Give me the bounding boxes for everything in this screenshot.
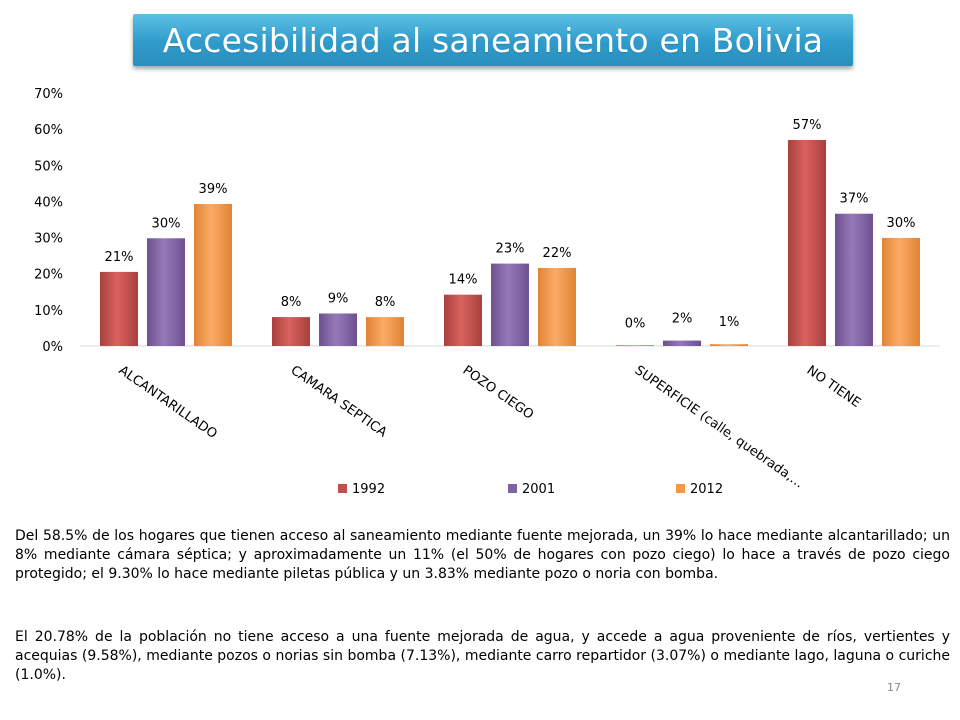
bar-2012-0 [194, 203, 232, 346]
y-tick-label: 20% [34, 268, 63, 283]
bar-2001-4 [835, 213, 873, 346]
bar-1992-4 [788, 139, 826, 346]
data-label: 14% [449, 273, 478, 288]
y-tick-label: 60% [34, 123, 63, 138]
legend-label: 2001 [522, 482, 555, 497]
slide-number: 17 [887, 681, 901, 694]
bar-2001-1 [319, 313, 357, 346]
data-label: 22% [543, 246, 572, 261]
legend-label: 1992 [352, 482, 385, 497]
bar-2012-4 [882, 237, 920, 346]
data-label: 37% [840, 192, 869, 207]
data-label: 39% [199, 182, 228, 197]
bar-1992-0 [100, 271, 138, 346]
data-label: 57% [793, 118, 822, 133]
category-label: CAMARA SEPTICA [288, 363, 390, 441]
y-tick-label: 70% [34, 87, 63, 102]
legend: 1992 2001 2012 [338, 482, 723, 497]
y-tick-label: 10% [34, 304, 63, 319]
data-label: 2% [672, 312, 693, 327]
bar-2001-3 [663, 340, 701, 346]
slide-title: Accesibilidad al saneamiento en Bolivia [162, 20, 824, 60]
data-label: 1% [719, 315, 740, 330]
category-label: SUPERFICIE (calle, quebrada,… [632, 363, 806, 491]
data-label: 0% [625, 316, 646, 331]
x-axis-categories: ALCANTARILLADO CAMARA SEPTICA POZO CIEGO SU… [116, 363, 863, 491]
bar-1992-3 [616, 345, 654, 346]
y-tick-label: 50% [34, 159, 63, 174]
category-label: POZO CIEGO [460, 363, 536, 423]
bar-1992-2 [444, 294, 482, 346]
y-tick-label: 30% [34, 232, 63, 247]
data-label: 9% [328, 291, 349, 306]
data-label: 23% [496, 242, 525, 257]
data-label: 30% [887, 216, 916, 231]
bar-2012-3 [710, 344, 748, 346]
legend-swatch-2012 [676, 484, 685, 493]
bar-2001-2 [491, 263, 529, 346]
category-label: ALCANTARILLADO [116, 363, 220, 442]
legend-label: 2012 [690, 482, 723, 497]
bar-chart: 0% 10% 20% 30% 40% 50% 60% 70% 21% 30% 39% 8% 9% 8% 1… [34, 87, 940, 497]
y-tick-label: 0% [42, 340, 63, 355]
paragraph-no-access: El 20.78% de la población no tiene acces… [15, 629, 950, 683]
paragraph-sanitation-access: Del 58.5% de los hogares que tienen acce… [15, 528, 950, 582]
bars [100, 139, 920, 346]
data-label: 30% [152, 216, 181, 231]
legend-swatch-2001 [508, 484, 517, 493]
title-banner: Accesibilidad al saneamiento en Bolivia [133, 14, 853, 66]
legend-swatch-1992 [338, 484, 347, 493]
category-label: NO TIENE [804, 363, 863, 411]
data-label: 21% [105, 250, 134, 265]
data-labels: 21% 30% 39% 8% 9% 8% 14% 23% 22% 0% 2% 1% 57% 37% 30% [105, 118, 916, 331]
bar-1992-1 [272, 317, 310, 346]
data-label: 8% [281, 295, 302, 310]
bar-2012-2 [538, 267, 576, 346]
bar-2012-1 [366, 317, 404, 346]
y-tick-label: 40% [34, 195, 63, 210]
data-label: 8% [375, 295, 396, 310]
bar-2001-0 [147, 238, 185, 346]
